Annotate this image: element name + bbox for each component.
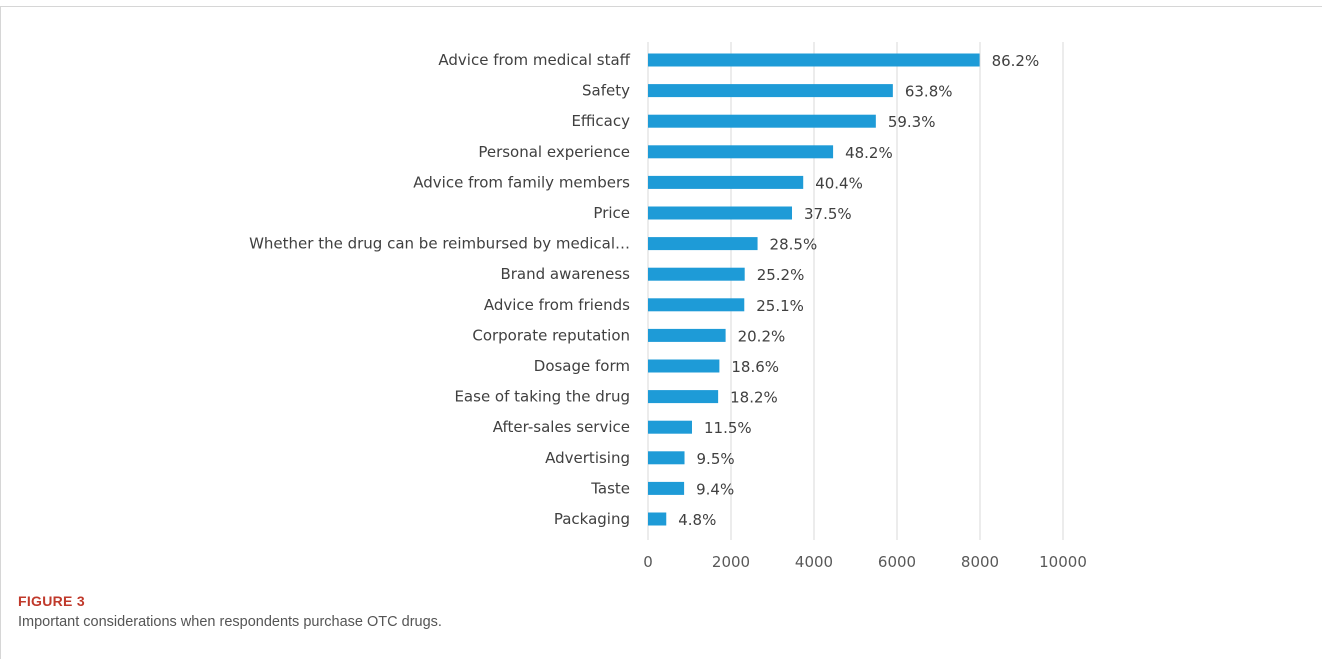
bar (648, 328, 726, 342)
category-label: Personal experience (478, 143, 630, 161)
data-label: 86.2% (992, 52, 1040, 70)
bar (648, 206, 793, 220)
category-label: Whether the drug can be reimbursed by me… (249, 235, 630, 253)
category-label: Packaging (554, 510, 630, 528)
category-label: Price (593, 204, 630, 222)
bar-chart: 0 2000 4000 6000 8000 10000 Advice from medica… (249, 42, 1087, 571)
data-label: 9.5% (697, 450, 735, 468)
data-label: 4.8% (678, 511, 716, 529)
frame-left-border (0, 6, 1, 659)
data-label: 18.6% (731, 358, 779, 376)
category-label: Advice from medical staff (438, 51, 630, 69)
bar (648, 451, 685, 465)
frame-top-border (0, 6, 1322, 7)
bar (648, 145, 834, 159)
bar (648, 481, 685, 495)
figure-label: FIGURE 3 (18, 593, 85, 609)
bar (648, 420, 692, 434)
bar (648, 53, 980, 67)
data-label: 59.3% (888, 113, 936, 131)
bar (648, 298, 745, 312)
category-label: Efficacy (571, 112, 630, 130)
category-label: Dosage form (534, 357, 630, 375)
category-label: Taste (590, 479, 630, 497)
category-label: Ease of taking the drug (454, 388, 630, 406)
category-label: Safety (582, 82, 630, 100)
data-label: 9.4% (696, 480, 734, 498)
bar (648, 84, 893, 98)
x-tick-label: 10000 (1039, 553, 1087, 571)
x-tick-label: 0 (643, 553, 653, 571)
data-label: 11.5% (704, 419, 752, 437)
bar (648, 175, 804, 189)
data-label: 37.5% (804, 205, 852, 223)
data-label: 20.2% (738, 327, 786, 345)
data-label: 25.2% (757, 266, 805, 284)
data-label: 63.8% (905, 83, 953, 101)
bar (648, 359, 720, 373)
category-label: Advice from family members (413, 173, 630, 191)
data-label: 48.2% (845, 144, 893, 162)
bar (648, 267, 745, 281)
figure-caption: Important considerations when respondent… (18, 614, 442, 630)
category-label: After-sales service (493, 418, 630, 436)
data-label: 40.4% (815, 174, 863, 192)
bar (648, 390, 719, 404)
category-label: Advertising (545, 449, 630, 467)
bar (648, 114, 876, 128)
data-label: 25.1% (756, 297, 804, 315)
bar (648, 512, 667, 526)
bar (648, 237, 758, 251)
category-label: Advice from friends (484, 296, 630, 314)
x-tick-label: 2000 (712, 553, 750, 571)
x-tick-label: 8000 (961, 553, 999, 571)
data-label: 18.2% (730, 389, 778, 407)
x-tick-label: 6000 (878, 553, 916, 571)
data-label: 28.5% (770, 236, 818, 254)
x-tick-label: 4000 (795, 553, 833, 571)
category-label: Brand awareness (500, 265, 630, 283)
category-label: Corporate reputation (472, 326, 630, 344)
